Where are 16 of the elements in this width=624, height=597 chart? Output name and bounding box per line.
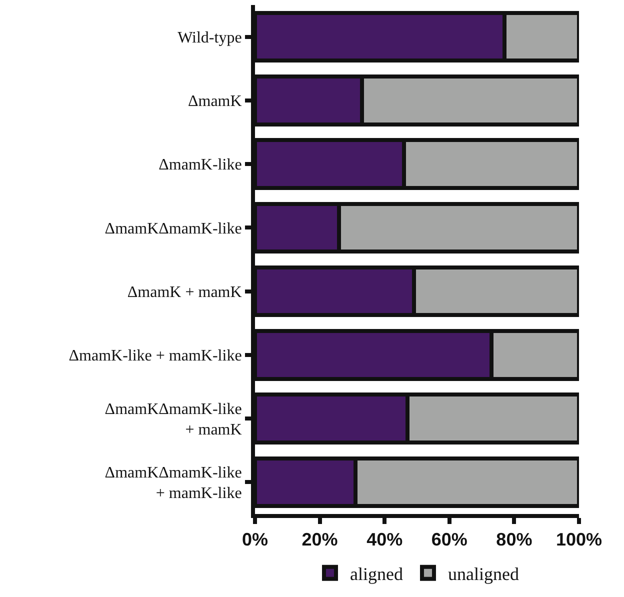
- y-tick-label: ΔmamKΔmamK-like + mamK: [104, 400, 242, 439]
- x-tick-label: 60%: [431, 530, 468, 550]
- x-tick-label: 100%: [556, 530, 602, 550]
- y-tick-label: ΔmamK: [188, 93, 242, 110]
- y-tick-label: ΔmamK-like: [158, 156, 242, 174]
- x-tick-label: 0%: [242, 530, 268, 550]
- x-tick-label: 20%: [302, 530, 338, 550]
- legend-label: unaligned: [448, 564, 519, 584]
- y-tick-label: ΔmamKΔmamK-like: [104, 220, 242, 238]
- x-tick-label: 40%: [366, 530, 403, 550]
- x-tick-label: 80%: [496, 530, 532, 550]
- legend-label: aligned: [350, 564, 403, 584]
- y-tick-label: Wild-type: [178, 29, 242, 46]
- y-tick-label: ΔmamKΔmamK-like + mamK-like: [104, 464, 242, 502]
- y-tick-label: ΔmamK-like + mamK-like: [68, 348, 242, 365]
- y-tick-label: ΔmamK + mamK: [127, 284, 242, 301]
